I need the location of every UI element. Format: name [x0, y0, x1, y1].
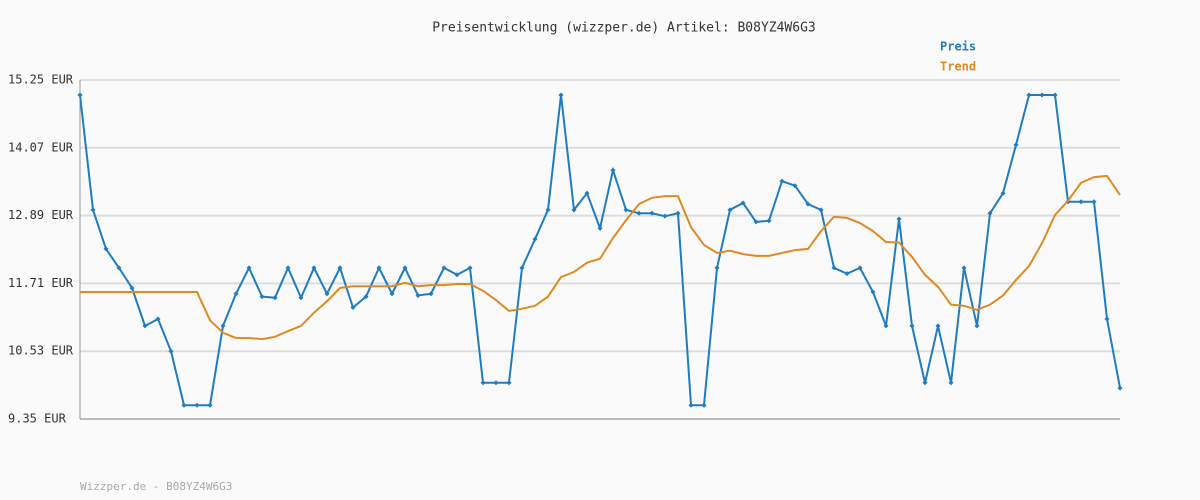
y-tick-label: 11.71 EUR	[8, 276, 74, 290]
point	[844, 271, 850, 277]
point	[90, 207, 96, 213]
point	[961, 265, 967, 271]
point	[818, 207, 824, 213]
point	[662, 213, 668, 219]
point	[337, 265, 343, 271]
footer: Wizzper.de - B08YZ4W6G3	[80, 480, 232, 493]
point	[753, 219, 759, 225]
point	[506, 380, 512, 386]
point	[467, 265, 473, 271]
point	[194, 402, 200, 408]
y-tick-label: 15.25 EUR	[8, 73, 74, 87]
point	[545, 207, 551, 213]
y-tick-label: 14.07 EUR	[8, 140, 74, 154]
point	[675, 210, 681, 216]
point	[948, 380, 954, 386]
point	[584, 190, 590, 196]
point	[792, 183, 798, 189]
point	[532, 236, 538, 242]
point	[441, 265, 447, 271]
point	[766, 218, 772, 224]
point	[220, 323, 226, 329]
point	[714, 265, 720, 271]
chart-title: Preisentwicklung (wizzper.de) Artikel: B…	[432, 21, 816, 36]
point	[571, 207, 577, 213]
point	[402, 265, 408, 271]
point	[1117, 385, 1123, 391]
point	[701, 402, 707, 408]
point	[168, 348, 174, 354]
point	[987, 210, 993, 216]
point	[1013, 142, 1019, 148]
point	[415, 292, 421, 298]
y-tick-label: 10.53 EUR	[8, 344, 74, 358]
series-line	[80, 174, 1121, 341]
point	[389, 291, 395, 297]
point	[922, 380, 928, 386]
point	[857, 265, 863, 271]
point	[558, 92, 564, 98]
point	[909, 323, 915, 329]
point	[623, 207, 629, 213]
point	[181, 402, 187, 408]
point	[324, 291, 330, 297]
point	[142, 323, 148, 329]
point	[649, 210, 655, 216]
point	[636, 210, 642, 216]
point	[597, 225, 603, 231]
point	[376, 265, 382, 271]
point	[103, 246, 109, 252]
point	[870, 289, 876, 295]
point	[610, 167, 616, 173]
point	[1078, 199, 1084, 205]
point	[688, 402, 694, 408]
point	[805, 201, 811, 207]
point	[831, 265, 837, 271]
point	[493, 380, 499, 386]
series-line	[79, 93, 1121, 407]
point	[974, 323, 980, 329]
point	[311, 265, 317, 271]
point	[155, 316, 161, 322]
point	[896, 216, 902, 222]
point	[727, 207, 733, 213]
point	[1104, 316, 1110, 322]
point	[883, 323, 889, 329]
legend-label: Trend	[940, 60, 976, 74]
point	[272, 295, 278, 301]
legend-label: Preis	[940, 40, 976, 54]
point	[207, 402, 213, 408]
point	[77, 92, 83, 98]
y-tick-label: 9.35 EUR	[8, 412, 67, 426]
point	[233, 291, 239, 297]
point	[454, 272, 460, 278]
point	[1091, 199, 1097, 205]
point	[935, 323, 941, 329]
point	[285, 265, 291, 271]
point	[519, 265, 525, 271]
point	[779, 178, 785, 184]
point	[1052, 92, 1058, 98]
y-tick-label: 12.89 EUR	[8, 208, 74, 222]
point	[116, 265, 122, 271]
point	[1039, 92, 1045, 98]
point	[480, 380, 486, 386]
point	[1026, 92, 1032, 98]
point	[1000, 190, 1006, 196]
point	[350, 305, 356, 311]
point	[740, 200, 746, 206]
point	[129, 285, 135, 291]
point	[246, 265, 252, 271]
point	[259, 294, 265, 300]
point	[363, 294, 369, 300]
point	[298, 295, 304, 301]
point	[428, 291, 434, 297]
